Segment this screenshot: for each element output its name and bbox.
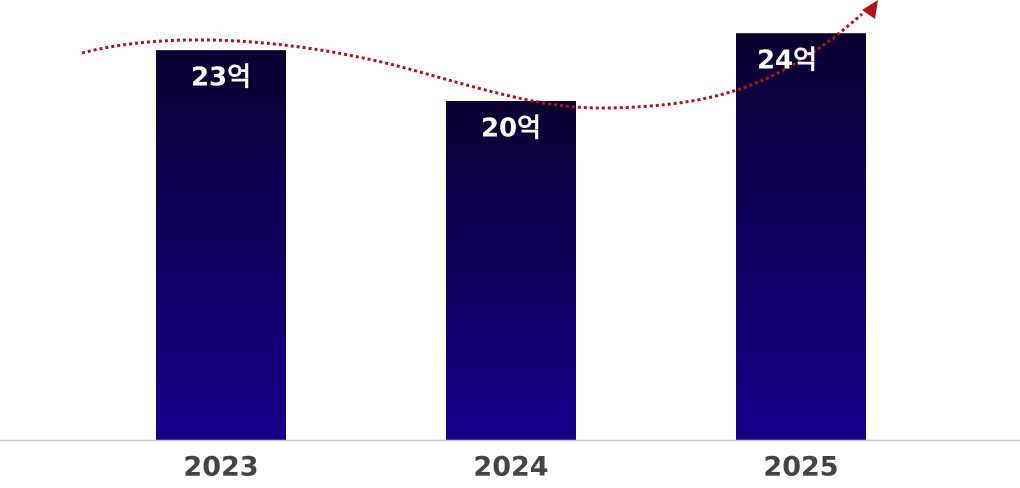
trend-arrowhead [862,0,878,19]
bar [156,50,286,441]
value-label: 24억 [757,46,817,76]
bar [736,33,866,440]
x-tick-label: 2025 [763,452,838,483]
x-tick-label: 2023 [183,452,258,483]
value-label: 23억 [191,63,251,93]
trend-curve [81,12,863,110]
x-tick-label: 2024 [473,452,548,483]
value-label: 20억 [481,114,541,144]
bar [446,101,576,440]
